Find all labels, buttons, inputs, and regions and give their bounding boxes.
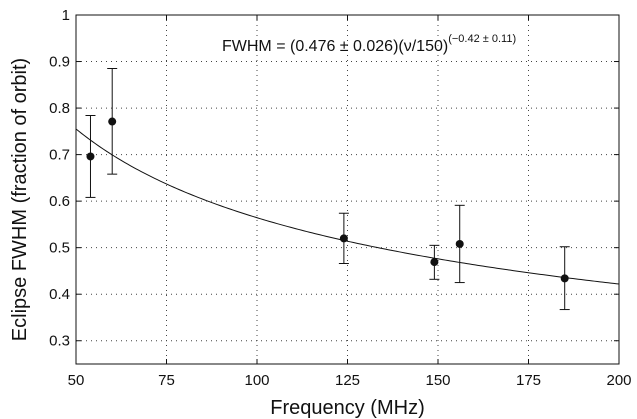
y-tick-label: 0.7 <box>49 147 70 164</box>
y-tick-label: 0.8 <box>49 100 70 117</box>
y-tick-label: 0.3 <box>49 333 70 350</box>
data-point-group <box>429 244 440 280</box>
data-point-group <box>559 246 570 311</box>
plot-frame <box>75 14 620 365</box>
x-tick-label: 200 <box>606 372 631 389</box>
x-tick-label: 125 <box>335 372 360 389</box>
data-points-layer <box>85 68 570 311</box>
x-tick-label: 175 <box>516 372 541 389</box>
data-point <box>86 152 95 161</box>
data-point <box>455 239 464 248</box>
axis-ticks <box>75 14 620 364</box>
grid <box>76 15 619 364</box>
tick-labels: 50 75 100 125 150 175 200 0.3 0.4 0.5 0.6 0.7 0.8 0.9… <box>49 7 631 389</box>
y-tick-label: 0.5 <box>49 240 70 257</box>
data-point-group <box>454 204 465 284</box>
y-tick-label: 1 <box>62 7 70 24</box>
data-point <box>560 274 569 283</box>
y-tick-label: 0.6 <box>49 193 70 210</box>
y-tick-label: 0.9 <box>49 54 70 71</box>
data-point-group <box>107 68 118 175</box>
y-tick-label: 0.4 <box>49 286 70 303</box>
data-point <box>430 258 439 267</box>
fit-curve-layer <box>75 128 620 285</box>
data-point-group <box>338 212 349 264</box>
x-tick-label: 100 <box>244 372 269 389</box>
fit-equation-exponent: (−0.42 ± 0.11) <box>448 33 516 45</box>
fit-equation-main: FWHM = (0.476 ± 0.026)(ν/150) <box>222 38 448 55</box>
x-tick-label: 75 <box>158 372 175 389</box>
x-tick-label: 50 <box>68 372 85 389</box>
x-tick-label: 150 <box>425 372 450 389</box>
fit-equation-annotation: FWHM = (0.476 ± 0.026)(ν/150)(−0.42 ± 0.… <box>222 33 516 55</box>
data-point <box>339 234 348 243</box>
data-point-group <box>85 115 96 198</box>
y-axis-label: Eclipse FWHM (fraction of orbit) <box>9 58 31 341</box>
data-point <box>108 117 117 126</box>
fit-curve <box>75 128 620 285</box>
x-axis-label: Frequency (MHz) <box>270 397 424 419</box>
